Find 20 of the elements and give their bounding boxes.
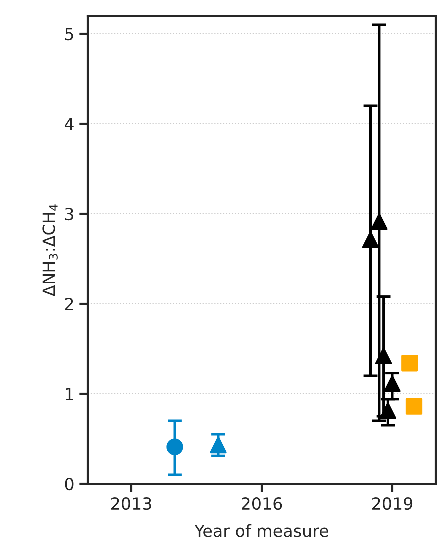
point — [384, 376, 401, 392]
x-axis-title: Year of measure — [194, 524, 328, 538]
x-tick-label: 2019 — [372, 497, 413, 510]
y-tick-label: 5 — [65, 28, 74, 41]
point — [371, 214, 388, 230]
point — [210, 436, 227, 454]
y-tick-label: 1 — [66, 388, 74, 400]
point — [375, 348, 392, 365]
x-tick-label: 2013 — [112, 497, 152, 510]
y-tick-label: 4 — [65, 118, 74, 130]
y-axis-title: ΔNH$_{3}$:ΔCH$_{4}$ — [42, 204, 58, 296]
point — [166, 438, 184, 456]
y-tick-label: 3 — [65, 208, 74, 221]
point — [402, 355, 418, 372]
x-tick-label: 2016 — [242, 497, 282, 510]
y-tick-label: 2 — [65, 298, 74, 310]
point — [380, 402, 396, 420]
y-tick-label: 0 — [65, 478, 74, 491]
point — [362, 232, 380, 248]
point — [406, 398, 423, 415]
